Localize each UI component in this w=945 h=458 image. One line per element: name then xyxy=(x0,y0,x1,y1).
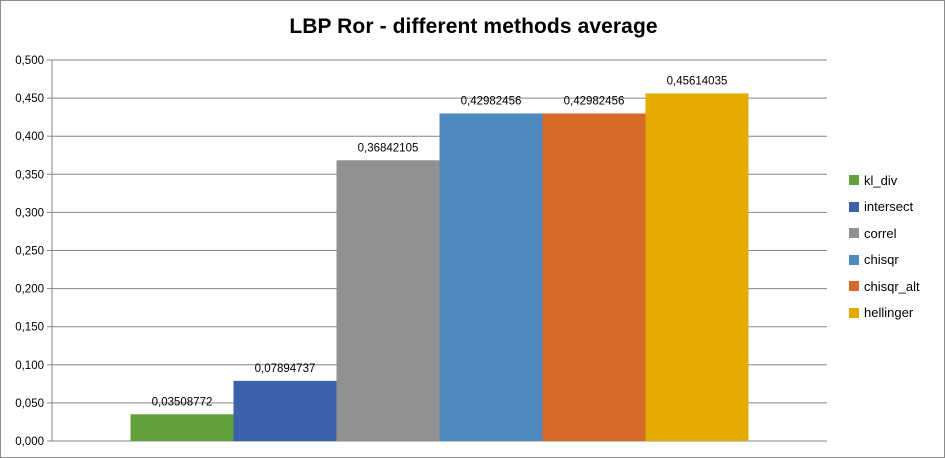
legend-swatch xyxy=(849,281,859,292)
legend-label: kl_div xyxy=(864,172,898,188)
legend-item-kl_div: kl_div xyxy=(849,167,920,194)
bar-correl xyxy=(336,160,440,441)
chart-title: LBP Ror - different methods average xyxy=(289,15,658,38)
bar-chisqr xyxy=(439,113,543,441)
data-label-hellinger: 0,45614035 xyxy=(667,75,728,87)
legend-label: chisqr_alt xyxy=(864,278,920,294)
legend-item-chisqr: chisqr xyxy=(849,247,920,274)
data-label-correl: 0,36842105 xyxy=(358,142,419,154)
y-tick-label: 0,500 xyxy=(15,55,44,67)
legend-item-chisqr_alt: chisqr_alt xyxy=(849,273,920,300)
legend-item-hellinger: hellinger xyxy=(849,300,920,327)
y-tick-label: 0,200 xyxy=(15,284,44,296)
legend-item-intersect: intersect xyxy=(849,194,920,221)
data-label-intersect: 0,07894737 xyxy=(255,363,316,375)
y-tick-label: 0,150 xyxy=(15,322,44,334)
y-tick-label: 0,100 xyxy=(15,360,44,372)
legend-swatch xyxy=(849,307,859,318)
legend-swatch xyxy=(849,175,859,186)
bar-chisqr_alt xyxy=(542,113,646,441)
legend-item-correl: correl xyxy=(849,220,920,247)
y-tick-label: 0,350 xyxy=(15,169,44,181)
legend-label: hellinger xyxy=(864,305,914,321)
legend-label: chisqr xyxy=(864,252,899,268)
bar-kl_div xyxy=(130,414,234,441)
legend-swatch xyxy=(849,228,859,239)
y-tick-label: 0,000 xyxy=(15,436,44,448)
y-tick-label: 0,050 xyxy=(15,398,44,410)
bar-intersect xyxy=(233,380,337,441)
y-tick-label: 0,400 xyxy=(15,131,44,143)
y-tick-label: 0,300 xyxy=(15,207,44,219)
y-tick-label: 0,450 xyxy=(15,93,44,105)
legend-swatch xyxy=(849,201,859,212)
y-tick-label: 0,250 xyxy=(15,246,44,258)
data-label-chisqr_alt: 0,42982456 xyxy=(564,95,625,107)
bar-hellinger xyxy=(645,93,749,441)
data-label-kl_div: 0,03508772 xyxy=(152,396,213,408)
legend-swatch xyxy=(849,254,859,265)
legend-label: intersect xyxy=(864,199,914,215)
data-label-chisqr: 0,42982456 xyxy=(461,95,522,107)
legend-label: correl xyxy=(864,225,897,241)
